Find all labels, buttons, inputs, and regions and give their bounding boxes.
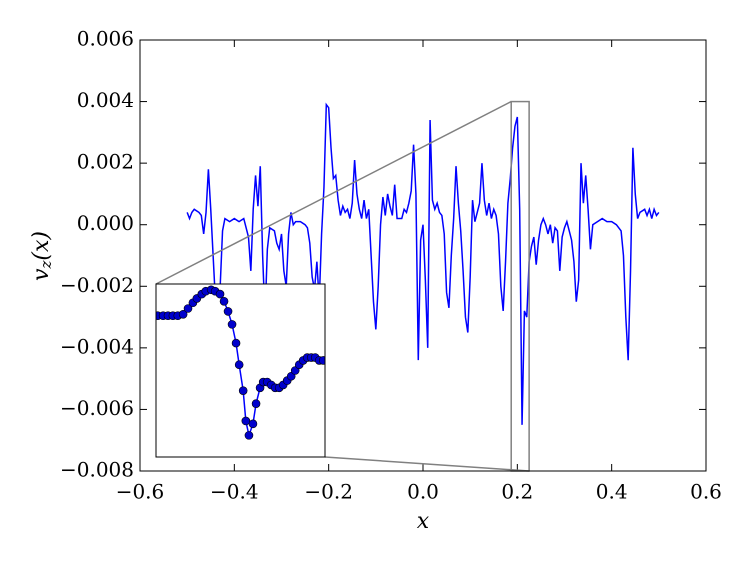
data-point xyxy=(318,356,325,365)
y-label-base: v xyxy=(29,268,54,281)
y-tick-label: −0.004 xyxy=(60,334,134,358)
data-point xyxy=(241,416,251,426)
x-tick-label: −0.4 xyxy=(210,480,259,504)
inset-frame xyxy=(155,283,326,458)
y-label-rest: (x) xyxy=(29,231,54,261)
y-tick-label: 0.002 xyxy=(77,150,134,174)
y-tick-label: −0.002 xyxy=(60,273,134,297)
x-tick-label: −0.2 xyxy=(304,480,353,504)
inset-plot xyxy=(156,285,325,440)
data-point xyxy=(251,399,261,408)
data-point xyxy=(219,296,229,306)
x-tick-label: 0.2 xyxy=(501,480,533,504)
x-axis-label: x xyxy=(417,509,430,534)
data-line xyxy=(186,102,660,425)
x-tick-label: −0.6 xyxy=(116,480,165,504)
data-point xyxy=(223,307,233,316)
data-point xyxy=(178,309,188,319)
y-tick-label: −0.006 xyxy=(60,396,134,420)
data-point xyxy=(234,360,244,370)
x-tick-label: 0.6 xyxy=(690,480,722,504)
data-point xyxy=(244,431,254,440)
data-point xyxy=(215,289,225,299)
y-tick-label: 0.006 xyxy=(77,27,134,51)
x-tick-label: 0.0 xyxy=(407,480,439,504)
y-label-sub: z xyxy=(37,261,55,270)
y-tick-label: 0.000 xyxy=(77,211,134,235)
axes-frame xyxy=(139,39,707,472)
data-point xyxy=(238,386,248,395)
x-tick-label: 0.4 xyxy=(596,480,628,504)
data-point xyxy=(231,338,241,348)
zoom-connector xyxy=(324,456,530,472)
y-axis-label: vz(x) xyxy=(29,231,55,281)
data-point xyxy=(227,320,237,329)
data-point xyxy=(248,419,258,429)
y-tick-label: 0.004 xyxy=(77,88,134,112)
data-point xyxy=(183,304,193,313)
y-tick-label: −0.008 xyxy=(60,458,134,482)
zoom-connector xyxy=(155,100,512,285)
